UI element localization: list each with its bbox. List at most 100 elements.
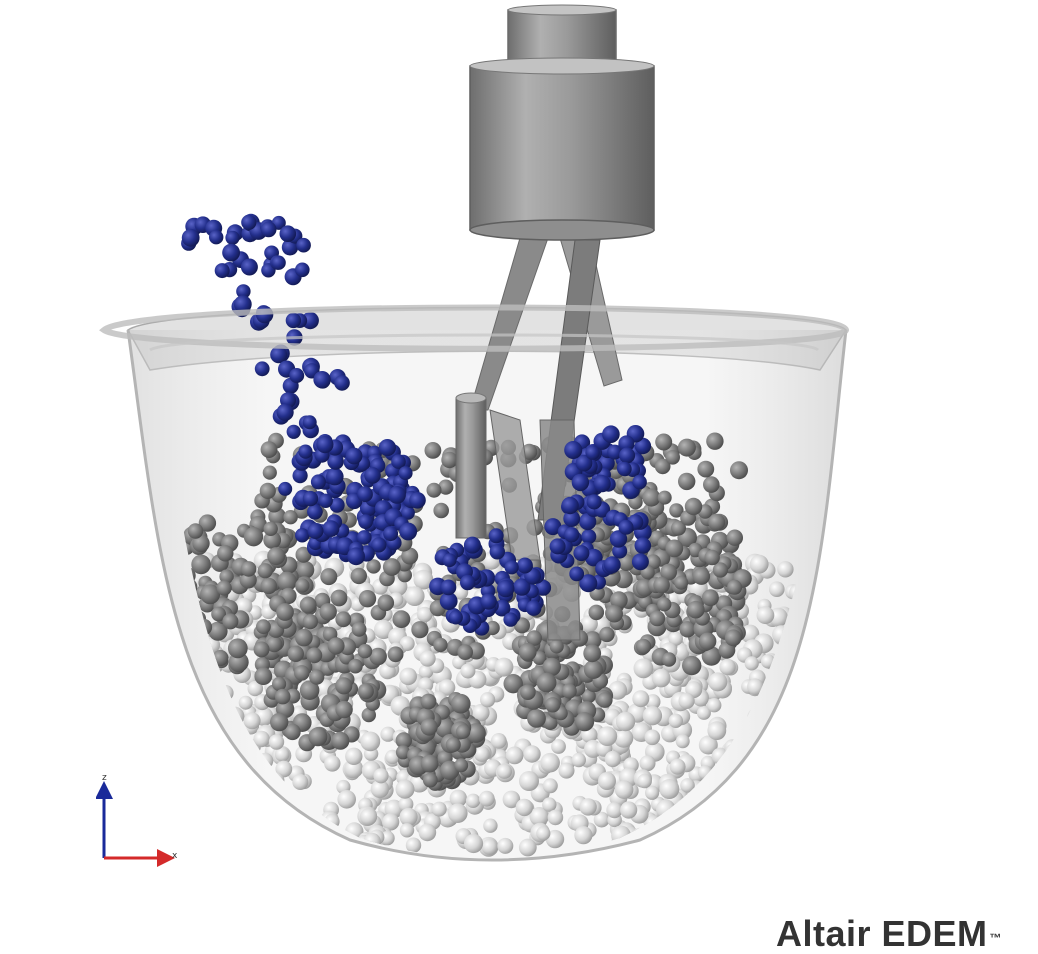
bulk-particle xyxy=(708,513,726,531)
bulk-particle xyxy=(523,745,541,763)
bulk-particle xyxy=(774,747,792,764)
bulk-particle xyxy=(782,695,799,712)
bulk-particle xyxy=(256,619,271,635)
bulk-particle xyxy=(520,684,536,700)
bulk-particle xyxy=(669,503,684,518)
bulk-particle xyxy=(215,778,231,793)
bulk-particle xyxy=(610,591,628,609)
bulk-particle xyxy=(540,752,560,773)
bulk-particle xyxy=(260,801,279,820)
bulk-particle xyxy=(733,781,750,799)
bulk-particle xyxy=(738,794,758,814)
bulk-particle xyxy=(220,836,239,856)
bulk-particle xyxy=(605,605,623,623)
tracer-particle xyxy=(357,530,372,545)
tracer-particle xyxy=(607,444,623,460)
bulk-particle xyxy=(262,465,277,480)
bulk-particle xyxy=(645,785,660,800)
tracer-particle xyxy=(318,493,333,508)
bulk-particle xyxy=(713,812,728,827)
bulk-particle xyxy=(254,667,273,686)
bulk-particle xyxy=(599,626,615,643)
bulk-particle xyxy=(204,738,224,758)
bulk-particle xyxy=(272,815,288,831)
bulk-particle xyxy=(679,825,694,840)
bulk-particle xyxy=(395,732,412,749)
brand-logo: Altair EDEM ™ xyxy=(776,914,1002,954)
bulk-particle xyxy=(228,808,243,822)
bulk-particle xyxy=(708,672,728,692)
bulk-particle xyxy=(295,628,313,647)
tracer-particle xyxy=(612,543,628,559)
bulk-particle xyxy=(424,442,442,459)
tracer-particle xyxy=(322,520,340,537)
tracer-particle xyxy=(442,553,457,568)
bulk-particle xyxy=(514,617,530,634)
bulk-particle xyxy=(426,482,442,498)
bulk-particle xyxy=(551,739,566,754)
bulk-particle xyxy=(678,692,695,710)
tracer-particle xyxy=(634,537,652,554)
bulk-particle xyxy=(657,490,672,505)
bulk-particle xyxy=(558,762,575,779)
bulk-particle xyxy=(218,781,233,797)
bulk-particle xyxy=(238,695,253,710)
bulk-particle xyxy=(216,580,232,596)
z-axis-label: z xyxy=(102,773,107,783)
bulk-particle xyxy=(448,803,468,823)
brand-name: Altair EDEM xyxy=(775,913,988,954)
bulk-particle xyxy=(319,603,337,621)
bulk-particle xyxy=(295,546,312,563)
bowl-rim xyxy=(98,304,850,352)
bulk-particle xyxy=(283,510,298,525)
bulk-particle xyxy=(359,808,378,826)
bulk-particle xyxy=(196,770,213,787)
bulk-particle xyxy=(761,767,779,786)
tracer-particle xyxy=(525,600,542,616)
bulk-particle xyxy=(260,441,278,458)
bulk-particle xyxy=(606,802,623,819)
tracer-particle xyxy=(222,243,241,262)
bulk-particle xyxy=(766,815,783,832)
bulk-particle xyxy=(377,594,395,612)
bulk-particle xyxy=(708,807,725,824)
bulk-particle xyxy=(773,829,792,848)
tracer-particle xyxy=(439,592,458,610)
bulk-particle xyxy=(418,823,437,842)
bulk-particle xyxy=(718,641,736,659)
bulk-particle xyxy=(344,759,364,778)
bulk-particle xyxy=(637,773,652,789)
bulk-particle xyxy=(229,791,244,807)
bulk-particle xyxy=(267,547,286,566)
bulk-particle xyxy=(614,780,634,799)
bulk-particle xyxy=(438,479,454,495)
bulk-particle xyxy=(767,734,782,749)
bulk-particle xyxy=(735,790,753,808)
bulk-particle xyxy=(739,796,757,814)
bulk-particle xyxy=(686,812,707,833)
bulk-particle xyxy=(786,778,803,796)
bulk-particle xyxy=(724,629,742,647)
bulk-particle xyxy=(370,779,390,799)
bulk-particle xyxy=(399,636,415,652)
tracer-particle xyxy=(579,574,598,593)
tracer-particle xyxy=(357,486,373,503)
tracer-particle xyxy=(307,504,323,520)
tracer-particle xyxy=(271,255,286,270)
bulk-particle xyxy=(579,798,597,816)
bulk-particle xyxy=(206,833,226,853)
tracer-particle xyxy=(279,225,297,242)
bulk-particle xyxy=(276,603,294,621)
bulk-particle xyxy=(547,809,564,826)
bulk-particle xyxy=(712,821,727,836)
bulk-particle xyxy=(420,718,438,736)
tracer-particle xyxy=(619,447,636,464)
bulk-particle xyxy=(561,683,577,699)
tracer-particle xyxy=(296,237,311,253)
bulk-particle xyxy=(698,735,718,755)
bulk-particle xyxy=(657,597,672,612)
tracer-particle xyxy=(307,523,324,539)
tracer-particle xyxy=(488,528,504,544)
bulk-particle xyxy=(651,836,671,855)
